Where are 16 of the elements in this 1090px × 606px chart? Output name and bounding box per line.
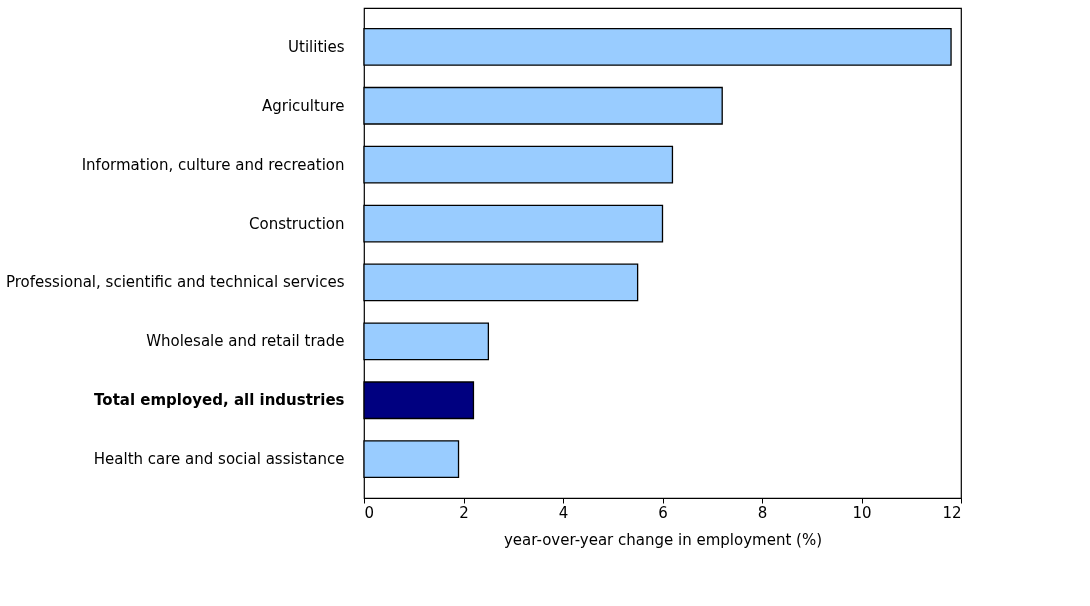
y-tick-label: Professional, scientific and technical services xyxy=(5,273,345,292)
x-tick-label: 6 xyxy=(658,503,668,522)
x-tick-label: 10 xyxy=(852,503,872,522)
x-tick-label: 0 xyxy=(364,503,375,522)
y-tick-label: Total employed, all industries xyxy=(94,391,345,410)
x-axis-title: year-over-year change in employment (%) xyxy=(503,530,823,549)
x-tick-label: 8 xyxy=(757,503,768,522)
y-tick-label: Agriculture xyxy=(262,96,345,115)
y-tick-label: Utilities xyxy=(288,37,345,56)
x-tick-label: 4 xyxy=(558,503,569,522)
y-tick-label: Information, culture and recreation xyxy=(81,155,345,174)
x-tick-label: 12 xyxy=(942,503,962,522)
y-tick-label: Construction xyxy=(248,214,345,233)
y-tick-label: Wholesale and retail trade xyxy=(146,332,345,351)
x-tick-label: 2 xyxy=(459,503,469,522)
y-tick-label: Health care and social assistance xyxy=(93,450,345,469)
